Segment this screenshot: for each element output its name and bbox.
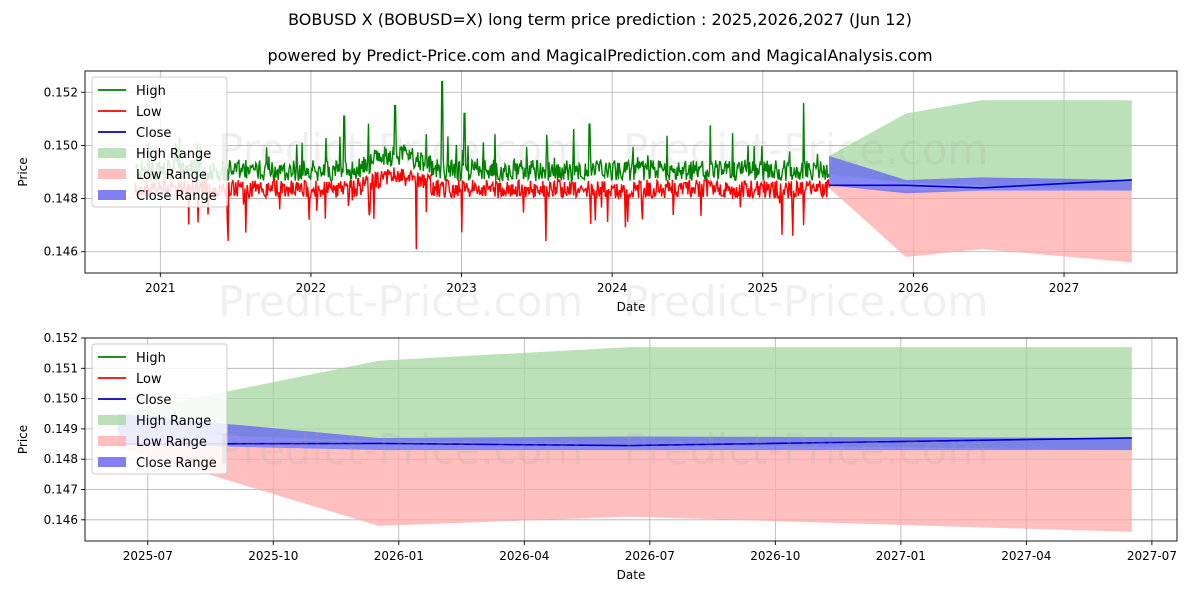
- x-tick-label: 2026-10: [750, 549, 800, 563]
- legend-label: High: [136, 351, 166, 366]
- watermark: Predict-Price.com: [218, 277, 584, 326]
- high-range-band: [829, 100, 1132, 191]
- low-range-band: [117, 444, 1132, 532]
- watermark: Predict-Price.com: [218, 425, 584, 474]
- y-tick-label: 0.150: [44, 138, 78, 152]
- legend-patch-swatch: [98, 190, 126, 200]
- x-tick-label: 2021: [145, 281, 176, 295]
- x-tick-label: 2026-01: [374, 549, 424, 563]
- high-range-band: [117, 347, 1132, 451]
- x-tick-label: 2025: [748, 281, 779, 295]
- y-tick-label: 0.147: [44, 482, 78, 496]
- y-tick-label: 0.148: [44, 192, 78, 206]
- x-axis-label: Date: [617, 300, 646, 314]
- x-tick-label: 2024: [597, 281, 628, 295]
- legend-label: High: [136, 84, 166, 99]
- watermark: Predict-Price.com: [623, 277, 989, 326]
- x-tick-label: 2026-07: [625, 549, 675, 563]
- legend: High Low Close High Range Low Range Close Ran…: [91, 76, 228, 208]
- x-axis-label: Date: [617, 568, 646, 582]
- watermark: Predict-Price.com: [623, 425, 989, 474]
- y-tick-label: 0.148: [44, 452, 78, 466]
- legend-patch-swatch: [98, 457, 126, 467]
- y-tick-label: 0.146: [44, 513, 78, 527]
- axes-frame: [84, 337, 1178, 542]
- legend-label: High Range: [136, 414, 211, 429]
- high-series-line: [134, 80, 830, 183]
- close-series-line: [829, 179, 1132, 189]
- x-tick-label: 2023: [446, 281, 477, 295]
- low-series-line: [134, 167, 830, 250]
- legend-patch-swatch: [98, 415, 126, 425]
- legend-label: High Range: [136, 147, 211, 162]
- legend-label: Low: [136, 105, 162, 120]
- close-series-line: [117, 437, 1132, 447]
- legend-patch-swatch: [98, 436, 126, 446]
- x-tick-label: 2025-07: [123, 549, 173, 563]
- plot-area: 2021 2022 2023 2024 2025 2026 2027 0.146 0.148 0.…: [16, 70, 1178, 314]
- legend-label: Low Range: [136, 168, 207, 183]
- legend-patch-swatch: [98, 148, 126, 158]
- watermark: Predict-Price.com: [218, 125, 584, 174]
- y-tick-label: 0.151: [44, 361, 78, 375]
- x-tick-label: 2022: [296, 281, 327, 295]
- y-tick-label: 0.152: [44, 85, 78, 99]
- watermark: Predict-Price.com: [623, 125, 989, 174]
- legend-patch-swatch: [98, 169, 126, 179]
- x-tick-label: 2026: [898, 281, 929, 295]
- chart-title: BOBUSD X (BOBUSD=X) long term price pred…: [288, 10, 912, 29]
- x-tick-label: 2025-10: [248, 549, 298, 563]
- legend-label: Close Range: [136, 456, 217, 471]
- y-tick-label: 0.146: [44, 245, 78, 259]
- low-range-band: [829, 185, 1132, 263]
- legend-label: Close: [136, 393, 171, 408]
- y-tick-label: 0.150: [44, 392, 78, 406]
- y-axis-label: Price: [16, 425, 30, 454]
- legend-label: Low: [136, 372, 162, 387]
- axes-frame: [84, 70, 1178, 274]
- legend-label: Close: [136, 126, 171, 141]
- y-tick-label: 0.152: [44, 331, 78, 345]
- x-tick-label: 2027-07: [1127, 549, 1177, 563]
- plot-area: 2025-07 2025-10 2026-01 2026-04 2026-07 2026-…: [16, 331, 1178, 582]
- y-tick-label: 0.149: [44, 422, 78, 436]
- chart-subtitle: powered by Predict-Price.com and Magical…: [267, 46, 933, 65]
- legend-label: Low Range: [136, 435, 207, 450]
- legend: High Low Close High Range Low Range Close Ran…: [91, 343, 228, 475]
- x-tick-label: 2027-01: [876, 549, 926, 563]
- x-tick-label: 2027: [1049, 281, 1080, 295]
- x-tick-label: 2027-04: [1001, 549, 1051, 563]
- y-axis-label: Price: [16, 157, 30, 186]
- legend-label: Close Range: [136, 189, 217, 204]
- x-tick-label: 2026-04: [499, 549, 549, 563]
